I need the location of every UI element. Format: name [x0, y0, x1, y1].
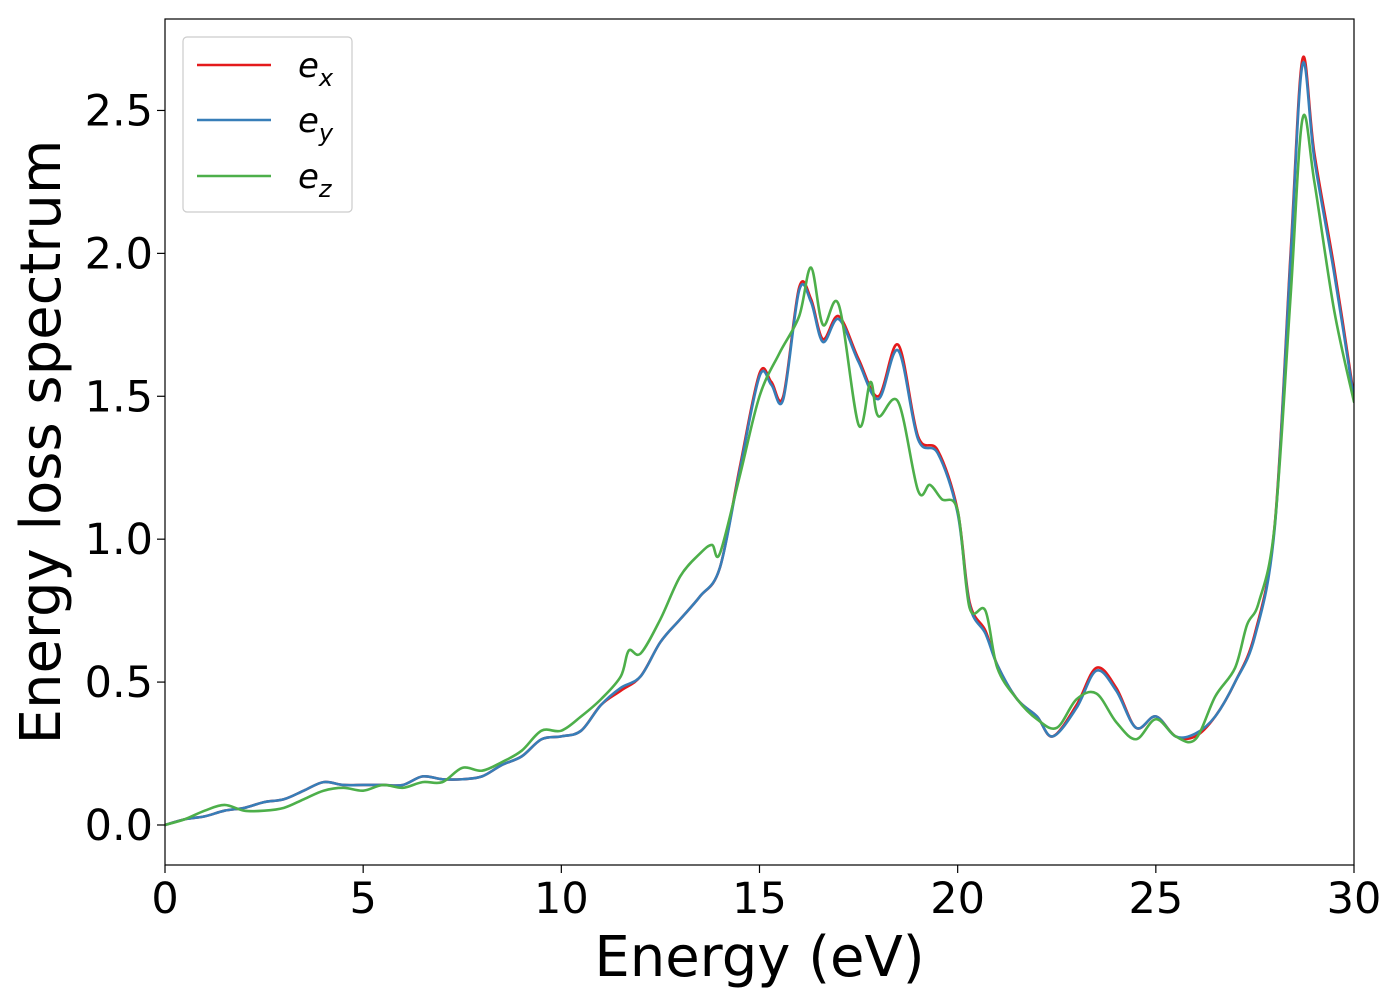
x-tick-label: 20 [930, 874, 985, 924]
legend-label: ex [298, 46, 334, 92]
legend[interactable]: ex ey ez [182, 36, 353, 213]
x-tick-label: 15 [732, 874, 787, 924]
x-tick-label: 30 [1327, 874, 1382, 924]
plot-area [165, 55, 1354, 827]
x-tick-label: 10 [534, 874, 589, 924]
y-tick-label: 2.0 [85, 229, 153, 279]
legend-label: ez [298, 157, 333, 203]
x-axis: 0 5 10 15 20 25 30 [151, 865, 1381, 924]
y-tick-label: 0.5 [85, 658, 153, 708]
x-axis-label: Energy (eV) [594, 925, 924, 990]
y-axis-label: Energy loss spectrum [9, 140, 74, 745]
x-tick-label: 0 [151, 874, 178, 924]
series-line-e-z [165, 113, 1354, 827]
y-axis: 0.0 0.5 1.0 1.5 2.0 2.5 [85, 86, 165, 851]
x-tick-label: 5 [349, 874, 376, 924]
y-tick-label: 1.5 [85, 372, 153, 422]
y-tick-label: 2.5 [85, 86, 153, 136]
y-tick-label: 0.0 [85, 801, 153, 851]
legend-item-e-x[interactable]: ex [197, 46, 334, 92]
legend-box [182, 36, 353, 213]
x-tick-label: 25 [1128, 874, 1183, 924]
y-tick-label: 1.0 [85, 515, 153, 565]
legend-item-e-z[interactable]: ez [197, 157, 333, 203]
legend-item-e-y[interactable]: ey [197, 101, 334, 147]
legend-label: ey [298, 101, 334, 147]
